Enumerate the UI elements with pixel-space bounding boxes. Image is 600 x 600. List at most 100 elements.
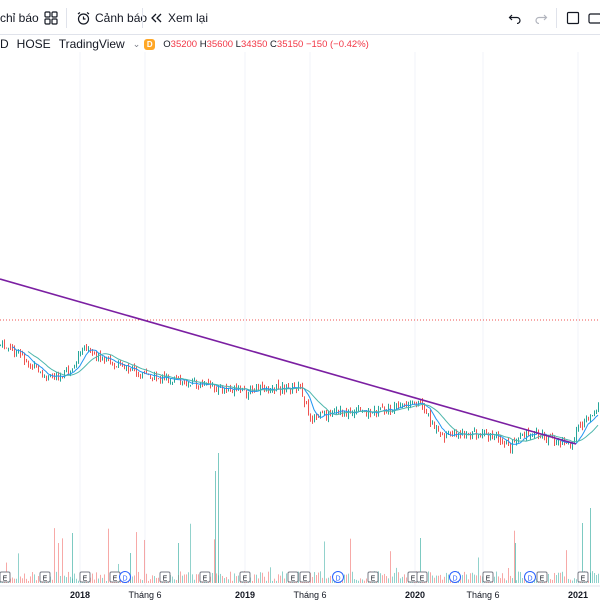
rewind-icon (151, 13, 162, 23)
templates-button[interactable] (44, 9, 58, 27)
volume-bar (236, 576, 237, 583)
top-toolbar: chỉ báo Cảnh báo Xem lại (0, 0, 600, 35)
earnings-marker[interactable]: E (0, 571, 11, 583)
volume-bar (66, 577, 67, 583)
volume-bar (548, 573, 549, 583)
event-marker-label: E (83, 576, 88, 583)
volume-bar (272, 580, 273, 583)
undo-button[interactable] (508, 9, 522, 27)
volume-bar (440, 574, 441, 583)
low-value: 34350 (240, 38, 268, 50)
earnings-marker[interactable]: E (109, 571, 121, 583)
volume-bar (148, 580, 149, 583)
earnings-marker[interactable]: E (299, 571, 311, 583)
volume-bar (178, 543, 179, 583)
volume-bar (512, 578, 513, 583)
dividend-marker[interactable]: D (524, 571, 536, 583)
undo-icon (508, 14, 521, 24)
symbol-name[interactable]: D (0, 37, 9, 51)
x-tick-label: Tháng 6 (466, 590, 499, 600)
volume-bar (406, 577, 407, 583)
volume-bar (140, 579, 141, 583)
volume-bar (156, 577, 157, 583)
volume-bar (312, 576, 313, 583)
fullscreen-button[interactable] (566, 9, 580, 27)
dividend-marker[interactable]: D (332, 571, 344, 583)
volume-bar (72, 533, 73, 583)
trend-line[interactable] (0, 278, 577, 445)
earnings-marker[interactable]: E (367, 571, 379, 583)
time-axis: 2018 Tháng 6 2019 Tháng 6 2020 Tháng 6 2021 (70, 590, 588, 600)
volume-bar (154, 576, 155, 583)
volume-bar (576, 579, 577, 583)
event-marker-label: E (3, 576, 8, 583)
volume-bar (404, 574, 405, 583)
snapshot-button[interactable] (588, 9, 600, 27)
volume-bar (226, 576, 227, 583)
volume-bar (330, 575, 331, 583)
volume-bar (230, 571, 231, 583)
earnings-marker[interactable]: E (416, 571, 428, 583)
volume-bar (108, 528, 109, 583)
chevron-down-icon[interactable]: ⌄ (132, 38, 141, 49)
volume-bar (508, 567, 509, 583)
volume-bar (280, 575, 281, 583)
x-tick-label: Tháng 6 (293, 590, 326, 600)
volume-bar (366, 578, 367, 583)
earnings-marker[interactable]: E (577, 571, 589, 583)
volume-bar (504, 578, 505, 583)
volume-bar (516, 580, 517, 583)
indicators-button[interactable]: chỉ báo (0, 9, 39, 27)
volume-bar (132, 576, 133, 583)
earnings-marker[interactable]: E (536, 571, 548, 583)
indicators-label: chỉ báo (0, 11, 39, 25)
earnings-marker[interactable]: E (482, 571, 494, 583)
volume-bar (354, 579, 355, 583)
replay-button[interactable]: Xem lại (150, 9, 208, 27)
volume-bar (256, 574, 257, 583)
volume-bar (260, 572, 261, 583)
volume-bar (564, 576, 565, 583)
volume-bar (172, 576, 173, 583)
close-value: 35150 (276, 38, 304, 50)
volume-bar (598, 573, 599, 583)
replay-label: Xem lại (168, 11, 209, 25)
volume-bar (478, 557, 479, 583)
volume-bar (592, 571, 593, 583)
volume-bar (224, 578, 225, 583)
dividend-marker[interactable]: D (119, 571, 131, 583)
volume-bar (264, 576, 265, 583)
close-key: C (270, 38, 277, 50)
earnings-marker[interactable]: E (239, 571, 251, 583)
volume-bar (566, 550, 567, 583)
volume-bar (186, 574, 187, 583)
dividend-marker[interactable]: D (449, 571, 461, 583)
volume-bar (518, 571, 519, 583)
earnings-marker[interactable]: E (199, 571, 211, 583)
earnings-marker[interactable]: E (159, 571, 171, 583)
volume-bar (192, 574, 193, 583)
exchange-name: HOSE (16, 37, 51, 51)
volume-bar (184, 574, 185, 583)
redo-button[interactable] (534, 9, 548, 27)
volume-bar (16, 578, 17, 583)
volume-bar (68, 571, 69, 583)
earnings-marker[interactable]: E (407, 571, 419, 583)
volume-bar (386, 576, 387, 583)
event-marker-label: E (371, 576, 376, 583)
volume-bar (380, 573, 381, 583)
volume-bar (582, 523, 583, 583)
volume-bar (102, 577, 103, 583)
volume-bar (96, 572, 97, 583)
event-marker-label: E (581, 576, 586, 583)
earnings-marker[interactable]: E (79, 571, 91, 583)
volume-bar (318, 572, 319, 583)
volume-bar (558, 572, 559, 583)
volume-bar (420, 538, 421, 583)
volume-bar (346, 574, 347, 583)
earnings-marker[interactable]: E (287, 571, 299, 583)
alerts-button[interactable]: Cảnh báo (76, 9, 147, 27)
alarm-clock-icon (77, 11, 90, 25)
earnings-marker[interactable]: E (39, 571, 51, 583)
